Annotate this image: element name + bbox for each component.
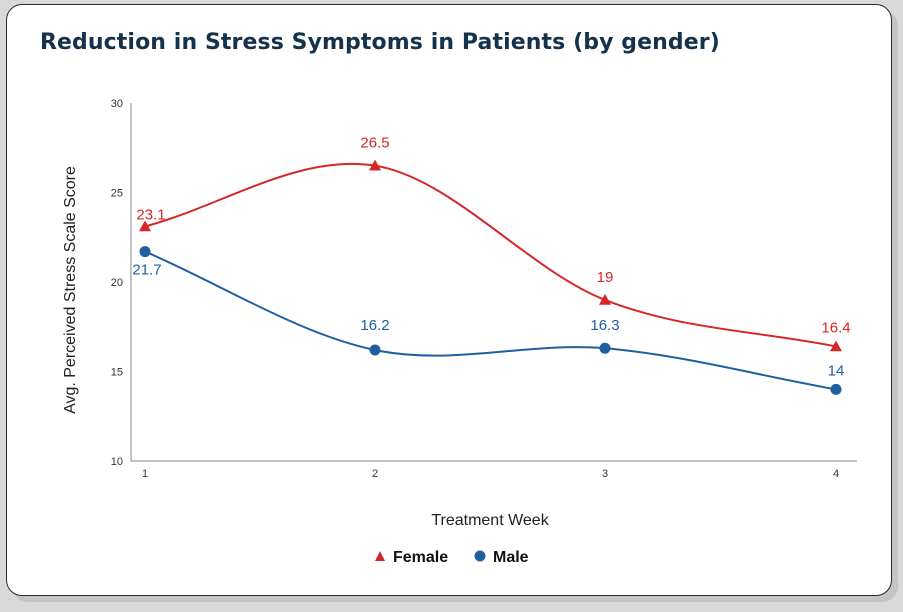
female-legend-marker: [375, 551, 385, 561]
x-tick-label: 2: [372, 468, 378, 480]
male-point: [369, 344, 381, 356]
female-data-label: 19: [597, 269, 614, 286]
x-tick-label: 3: [602, 468, 608, 480]
y-tick-label: 10: [111, 456, 123, 468]
male-data-label: 16.3: [590, 317, 619, 334]
female-legend-label: Female: [393, 549, 448, 566]
male-data-label: 21.7: [132, 262, 161, 279]
chart-data-labels: 23.1 26.5 19 16.4 21.7 16.2 16.3 14: [132, 135, 850, 380]
female-point: [830, 340, 842, 352]
y-tick-label: 20: [111, 277, 123, 289]
male-point: [139, 246, 151, 258]
male-data-label: 16.2: [360, 317, 389, 334]
chart-title: Reduction in Stress Symptoms in Patients…: [40, 30, 720, 55]
y-tick-label: 15: [111, 367, 123, 379]
male-series-line: [144, 250, 837, 391]
female-series-line: [144, 162, 837, 348]
chart-series: [139, 159, 842, 395]
male-point: [830, 383, 842, 395]
female-data-label: 23.1: [136, 207, 165, 224]
male-legend-label: Male: [493, 549, 529, 566]
x-tick-label: 1: [142, 468, 148, 480]
x-tick-label: 4: [833, 468, 839, 480]
y-axis-label: Avg. Perceived Stress Scale Score: [62, 166, 79, 414]
female-point: [599, 293, 611, 305]
female-data-label: 26.5: [360, 135, 389, 152]
x-axis-label: Treatment Week: [431, 512, 549, 529]
chart-card: [6, 4, 892, 596]
female-point: [139, 220, 151, 232]
male-data-label: 14: [828, 362, 845, 379]
chart-legend: Female Male: [375, 549, 529, 566]
y-tick-label: 25: [111, 188, 123, 200]
male-legend-marker: [474, 550, 486, 562]
female-point: [369, 159, 381, 171]
chart-axes: 10 15 20 25 30 1 2 3 4: [111, 98, 857, 480]
male-point: [599, 342, 611, 354]
y-tick-label: 30: [111, 98, 123, 110]
female-data-label: 16.4: [821, 319, 850, 336]
